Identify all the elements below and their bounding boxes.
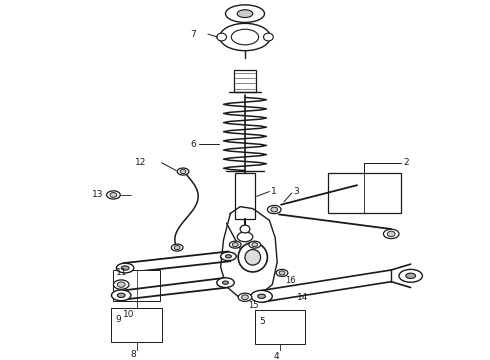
Text: 16: 16 <box>285 276 295 285</box>
Bar <box>328 172 401 213</box>
Text: 15: 15 <box>248 301 258 310</box>
Ellipse shape <box>251 291 272 302</box>
Ellipse shape <box>117 293 125 297</box>
Ellipse shape <box>271 207 278 212</box>
Ellipse shape <box>240 225 250 233</box>
Bar <box>235 174 255 219</box>
Bar <box>111 308 162 342</box>
Bar <box>234 70 256 91</box>
Text: 3: 3 <box>294 186 299 195</box>
Text: 7: 7 <box>191 30 196 39</box>
Ellipse shape <box>172 244 183 251</box>
Text: 4: 4 <box>273 352 279 360</box>
Ellipse shape <box>225 5 265 22</box>
Ellipse shape <box>107 191 120 199</box>
Ellipse shape <box>225 255 231 258</box>
Ellipse shape <box>268 206 281 213</box>
Ellipse shape <box>249 241 261 248</box>
Text: 9: 9 <box>115 315 121 324</box>
Ellipse shape <box>399 269 422 282</box>
Ellipse shape <box>232 243 238 247</box>
Text: 12: 12 <box>135 158 146 167</box>
Ellipse shape <box>121 266 129 270</box>
Ellipse shape <box>264 33 273 41</box>
Text: 13: 13 <box>92 190 104 199</box>
Ellipse shape <box>220 23 270 51</box>
Ellipse shape <box>113 280 129 289</box>
Text: 14: 14 <box>296 293 308 302</box>
Ellipse shape <box>383 229 399 239</box>
Ellipse shape <box>252 243 258 247</box>
Ellipse shape <box>237 232 253 242</box>
Ellipse shape <box>245 249 261 265</box>
Ellipse shape <box>116 263 134 273</box>
Ellipse shape <box>177 168 189 175</box>
Ellipse shape <box>242 295 248 300</box>
Text: 10: 10 <box>123 310 135 319</box>
Ellipse shape <box>174 246 180 249</box>
Ellipse shape <box>217 278 234 288</box>
Ellipse shape <box>279 271 285 275</box>
Text: 5: 5 <box>260 317 266 326</box>
Text: 1: 1 <box>271 187 277 196</box>
Ellipse shape <box>229 241 241 248</box>
Ellipse shape <box>217 33 226 41</box>
Ellipse shape <box>237 10 253 18</box>
Ellipse shape <box>111 290 131 301</box>
Ellipse shape <box>387 231 395 237</box>
Ellipse shape <box>222 281 228 284</box>
Ellipse shape <box>238 243 268 272</box>
Ellipse shape <box>258 294 266 298</box>
Text: 8: 8 <box>130 350 136 359</box>
Text: 2: 2 <box>403 158 409 167</box>
Ellipse shape <box>220 252 236 261</box>
Ellipse shape <box>238 293 252 301</box>
Ellipse shape <box>406 273 416 279</box>
Ellipse shape <box>117 282 125 287</box>
Ellipse shape <box>276 269 288 276</box>
Text: 6: 6 <box>191 140 196 149</box>
Ellipse shape <box>180 170 186 174</box>
Ellipse shape <box>110 193 117 197</box>
Bar <box>113 270 160 301</box>
Bar <box>255 310 305 344</box>
Text: 11: 11 <box>116 269 128 278</box>
